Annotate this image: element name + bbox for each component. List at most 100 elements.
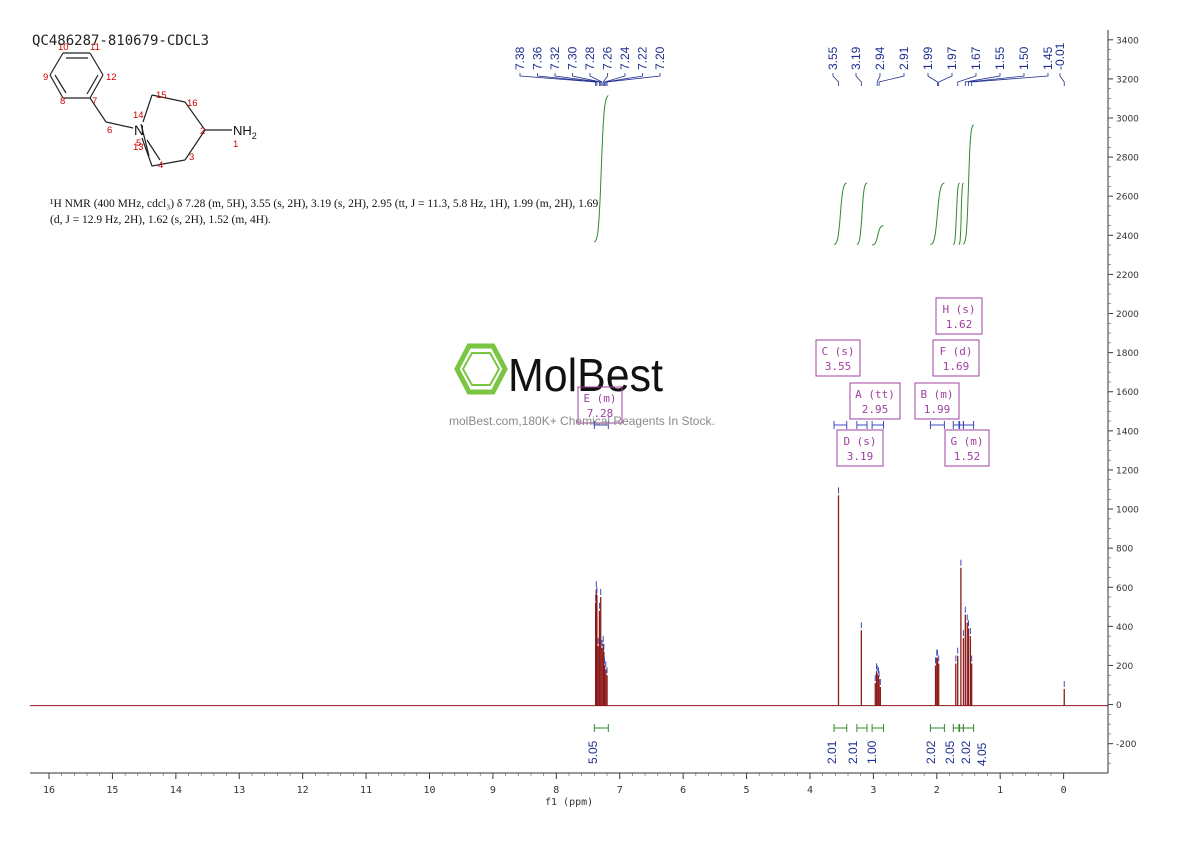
atom-number: 2 xyxy=(200,126,205,137)
bond xyxy=(151,94,186,103)
integral-value: 5.05 xyxy=(586,740,600,764)
y-tick-label: 2400 xyxy=(1116,232,1139,242)
peak-label-connector xyxy=(878,73,905,86)
x-tick-label: 8 xyxy=(553,785,559,796)
atom-number: 13 xyxy=(133,142,144,153)
integral-value: 2.02 xyxy=(924,740,938,764)
logo-hexagon-icon xyxy=(454,343,508,395)
bond xyxy=(140,123,150,157)
y-tick-label: 1000 xyxy=(1116,506,1139,516)
x-tick-label: 3 xyxy=(870,785,876,796)
integral-curve xyxy=(833,182,847,246)
multiplet-label: B (m) xyxy=(920,388,953,401)
peak-label-connector xyxy=(537,73,598,86)
atom-number: 12 xyxy=(106,72,117,83)
y-tick-label: -200 xyxy=(1116,740,1137,750)
bond xyxy=(54,74,67,94)
axes: 16 15 14 13 12 11 10 9 8 7 6 5 4 3 2 1 03400320030002800… xyxy=(30,30,1139,796)
x-tick-label: 0 xyxy=(1061,785,1067,796)
peak-label-connector xyxy=(572,73,602,86)
peak-label-connector xyxy=(602,73,608,86)
atom-number: 6 xyxy=(107,125,112,136)
peak-shift-label: 1.45 xyxy=(1041,46,1055,70)
bond xyxy=(146,139,161,161)
x-axis-title: f1 (ppm) xyxy=(545,797,594,808)
multiplet-label: A (tt) xyxy=(855,388,895,401)
y-tick-label: 400 xyxy=(1116,623,1133,633)
multiplet-label: E (m) xyxy=(583,392,616,405)
nmr-description: ¹H NMR (400 MHz, cdcl₃) δ 7.28 (m, 5H), … xyxy=(50,198,599,226)
y-tick-label: 3400 xyxy=(1116,36,1139,46)
multiplet-label: H (s) xyxy=(942,303,975,316)
bond xyxy=(89,97,107,123)
integral-value: 2.01 xyxy=(825,740,839,764)
x-tick-label: 15 xyxy=(106,785,118,796)
y-tick-label: 1800 xyxy=(1116,349,1139,359)
peak-shift-label: 7.32 xyxy=(548,46,562,70)
multiplet-shift: 1.69 xyxy=(943,360,970,373)
x-tick-label: 9 xyxy=(490,785,496,796)
multiplet-box xyxy=(944,429,990,467)
atom-number: 15 xyxy=(156,90,167,101)
multiplet-shift: 1.99 xyxy=(924,403,951,416)
integral-curve xyxy=(594,95,609,243)
x-tick-label: 7 xyxy=(617,785,623,796)
spectrum xyxy=(30,487,1108,707)
molbest-logo: MolBest xyxy=(454,343,663,401)
x-tick-label: 4 xyxy=(807,785,813,796)
peak-label-connector xyxy=(876,73,881,86)
peak-labels: 7.38 7.36 7.32 7.30 7.28 7.26 7.24 7.22 7.20 3.55… xyxy=(513,42,1067,86)
peak-label-connector xyxy=(855,73,862,86)
logo-inner-hexagon-icon xyxy=(461,352,501,386)
multiplet-shift: 1.52 xyxy=(954,450,981,463)
bond xyxy=(151,159,186,167)
multiplet-label: G (m) xyxy=(950,435,983,448)
atom-number: 10 xyxy=(58,42,69,53)
peak-label-connector xyxy=(606,73,661,86)
x-tick-label: 14 xyxy=(170,785,182,796)
multiplet-label: C (s) xyxy=(821,345,854,358)
y-tick-label: 800 xyxy=(1116,545,1133,555)
y-tick-label: 600 xyxy=(1116,584,1133,594)
integral-value: 1.00 xyxy=(865,740,879,764)
integral-curve xyxy=(930,182,945,246)
bond xyxy=(49,74,64,99)
integral-curve xyxy=(958,182,964,245)
peak-shift-label: 7.26 xyxy=(601,46,615,70)
x-tick-label: 1 xyxy=(997,785,1003,796)
peak-label-connector xyxy=(604,73,626,86)
atom-number: 3 xyxy=(189,152,194,163)
atom-number: 1 xyxy=(233,139,238,150)
integral-curves xyxy=(594,95,974,246)
peak-shift-label: 2.91 xyxy=(897,46,911,70)
chemical-structure xyxy=(49,52,232,167)
peak-label-connector xyxy=(968,73,1025,86)
atom-number: 9 xyxy=(43,72,48,83)
peak-shift-label: 7.30 xyxy=(566,46,580,70)
bond xyxy=(49,52,64,76)
y-tick-label: 3200 xyxy=(1116,75,1139,85)
multiplet-shift: 7.28 xyxy=(587,407,614,420)
peak-shift-label: 1.67 xyxy=(969,46,983,70)
peak-shift-label: 7.38 xyxy=(513,46,527,70)
bond xyxy=(184,129,206,161)
peak-label-connector xyxy=(1059,73,1065,86)
y-tick-label: 1600 xyxy=(1116,388,1139,398)
peak-label-connector xyxy=(964,73,1001,86)
peak-shift-label: 3.55 xyxy=(826,46,840,70)
y-tick-label: 1200 xyxy=(1116,466,1139,476)
x-tick-label: 16 xyxy=(43,785,55,796)
peak-label-connector xyxy=(605,73,643,86)
bond xyxy=(142,94,153,123)
x-tick-label: 13 xyxy=(233,785,245,796)
bond xyxy=(105,121,134,129)
atom-number: 7 xyxy=(92,96,97,107)
watermark-brand: MolBest xyxy=(508,349,663,401)
peak-shift-label: 7.28 xyxy=(583,46,597,70)
multiplet-box xyxy=(849,382,901,420)
x-tick-label: 12 xyxy=(297,785,309,796)
integral-value: 4.05 xyxy=(975,742,989,766)
peak-shift-label: 1.97 xyxy=(945,46,959,70)
x-tick-label: 10 xyxy=(423,785,435,796)
